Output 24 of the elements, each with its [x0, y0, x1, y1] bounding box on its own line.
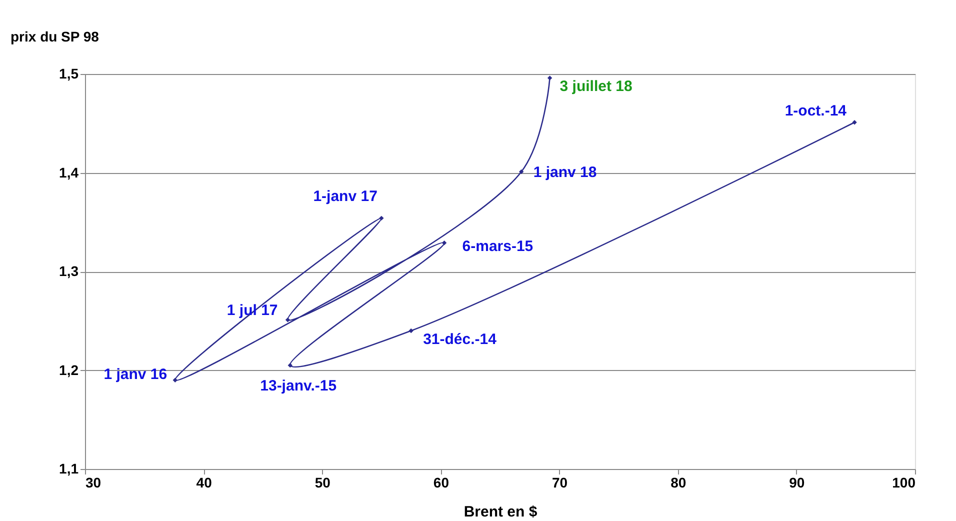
x-tick-label: 90 — [789, 474, 805, 490]
y-tick-label: 1,4 — [59, 164, 79, 180]
x-tick-label: 40 — [196, 474, 212, 490]
x-tick-label: 50 — [314, 474, 331, 490]
x-tick-label: 100 — [892, 474, 916, 490]
annotation: 1 jul 17 — [226, 302, 278, 319]
annotation: 1 janv 18 — [533, 164, 597, 181]
y-axis-title: prix du SP 98 — [10, 28, 100, 44]
annotation: 3 juillet 18 — [560, 78, 632, 95]
annotation: 31-déc.-14 — [423, 330, 498, 348]
annotation: 13-janv.-15 — [260, 377, 337, 394]
annotation: 1-oct.-14 — [784, 102, 848, 120]
y-tick-label: 1,3 — [59, 263, 79, 279]
x-tick-label: 70 — [552, 474, 568, 490]
annotation: 6-mars-15 — [462, 238, 534, 255]
x-axis-title: Brent en $ — [464, 504, 538, 520]
annotation: 1-janv 17 — [313, 188, 378, 206]
annotation: 1 janv 16 — [104, 366, 168, 384]
x-tick-label: 80 — [670, 474, 686, 490]
y-tick-label: 1,5 — [59, 66, 79, 82]
y-tick-label: 1,1 — [59, 460, 79, 476]
x-tick-label: 30 — [86, 474, 102, 490]
x-tick-label: 60 — [433, 474, 450, 490]
y-tick-label: 1,2 — [59, 362, 79, 378]
